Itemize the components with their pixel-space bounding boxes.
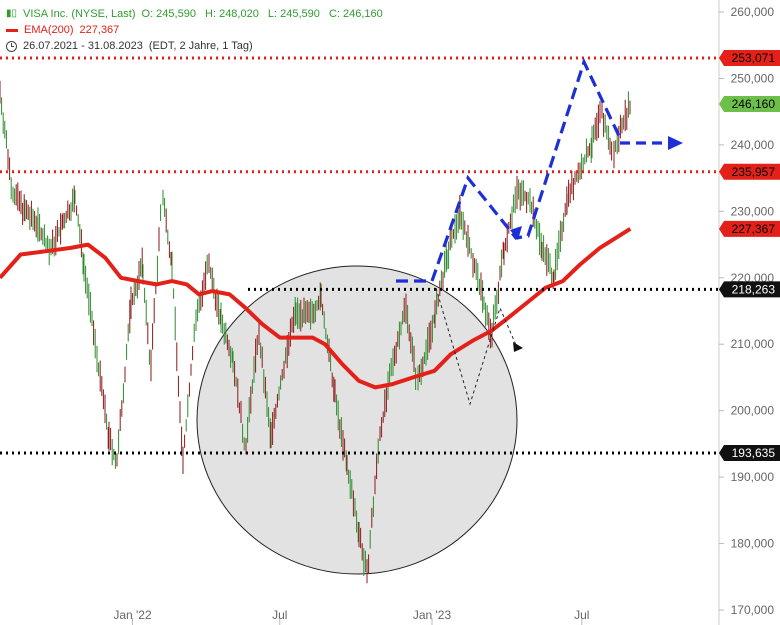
y-tick-label: 200,000 [731, 404, 775, 418]
legend-period-row: 26.07.2021 - 31.08.2023 (EDT, 2 Jahre, 1… [6, 38, 389, 54]
y-tick-label: 240,000 [731, 138, 775, 152]
legend-low: L: 245,590 [267, 8, 320, 20]
y-tick-label: 220,000 [731, 271, 775, 285]
level-badge-label: 218,263 [732, 282, 776, 296]
chart-legend: ▮▯ VISA Inc. (NYSE, Last) O: 245,590 H: … [6, 6, 389, 54]
x-tick-label: Jan '22 [113, 608, 152, 622]
ema-line-swatch [6, 28, 18, 32]
x-tick-label: Jan '23 [413, 608, 452, 622]
legend-ema-value: 227,367 [79, 24, 120, 36]
highlight-circle [196, 265, 518, 575]
ema-line [0, 227, 632, 390]
projection-arrow-head [668, 136, 683, 150]
legend-ohlc: O: 245,590 H: 248,020 L: 245,590 C: 246,… [142, 6, 389, 22]
legend-high: H: 248,020 [205, 8, 259, 20]
level-badge [719, 281, 780, 298]
value-badge [719, 220, 780, 237]
legend-open: O: 245,590 [141, 8, 196, 20]
legend-series-name: VISA Inc. (NYSE, Last) [23, 8, 136, 20]
scenario-path [435, 287, 517, 406]
scenario-arrowhead [513, 342, 523, 352]
y-tick-label: 210,000 [731, 337, 775, 351]
legend-close: C: 246,160 [328, 8, 383, 20]
value-badge-label: 227,367 [732, 222, 776, 236]
legend-meta: (EDT, 2 Jahre, 1 Tag) [148, 40, 253, 52]
legend-ema-row: EMA(200) 227,367 [6, 22, 389, 38]
level-badge-label: 235,957 [732, 165, 776, 179]
value-badge [719, 95, 780, 112]
legend-ema-name: EMA(200) [24, 24, 74, 36]
x-tick-label: Jul [272, 608, 287, 622]
y-tick-label: 190,000 [731, 470, 775, 484]
level-badge [719, 444, 780, 461]
y-tick-label: 260,000 [731, 5, 775, 19]
projection-path [396, 57, 622, 283]
x-tick-label: Jul [574, 608, 589, 622]
y-tick-label: 180,000 [731, 537, 775, 551]
level-badge [719, 50, 780, 67]
candlestick-icon: ▮▯ [6, 8, 18, 19]
clock-icon [6, 40, 17, 52]
level-badge-label: 253,071 [732, 51, 776, 65]
y-tick-label: 230,000 [731, 204, 775, 218]
y-tick-label: 250,000 [731, 71, 775, 85]
projection-mid-arrowhead [510, 226, 522, 240]
legend-price-row: ▮▯ VISA Inc. (NYSE, Last) O: 245,590 H: … [6, 6, 389, 22]
legend-period: 26.07.2021 - 31.08.2023 [23, 40, 143, 52]
y-tick-label: 170,000 [731, 603, 775, 617]
level-badge [719, 163, 780, 180]
level-badge-label: 193,635 [732, 446, 776, 460]
value-badge-label: 246,160 [732, 97, 776, 111]
